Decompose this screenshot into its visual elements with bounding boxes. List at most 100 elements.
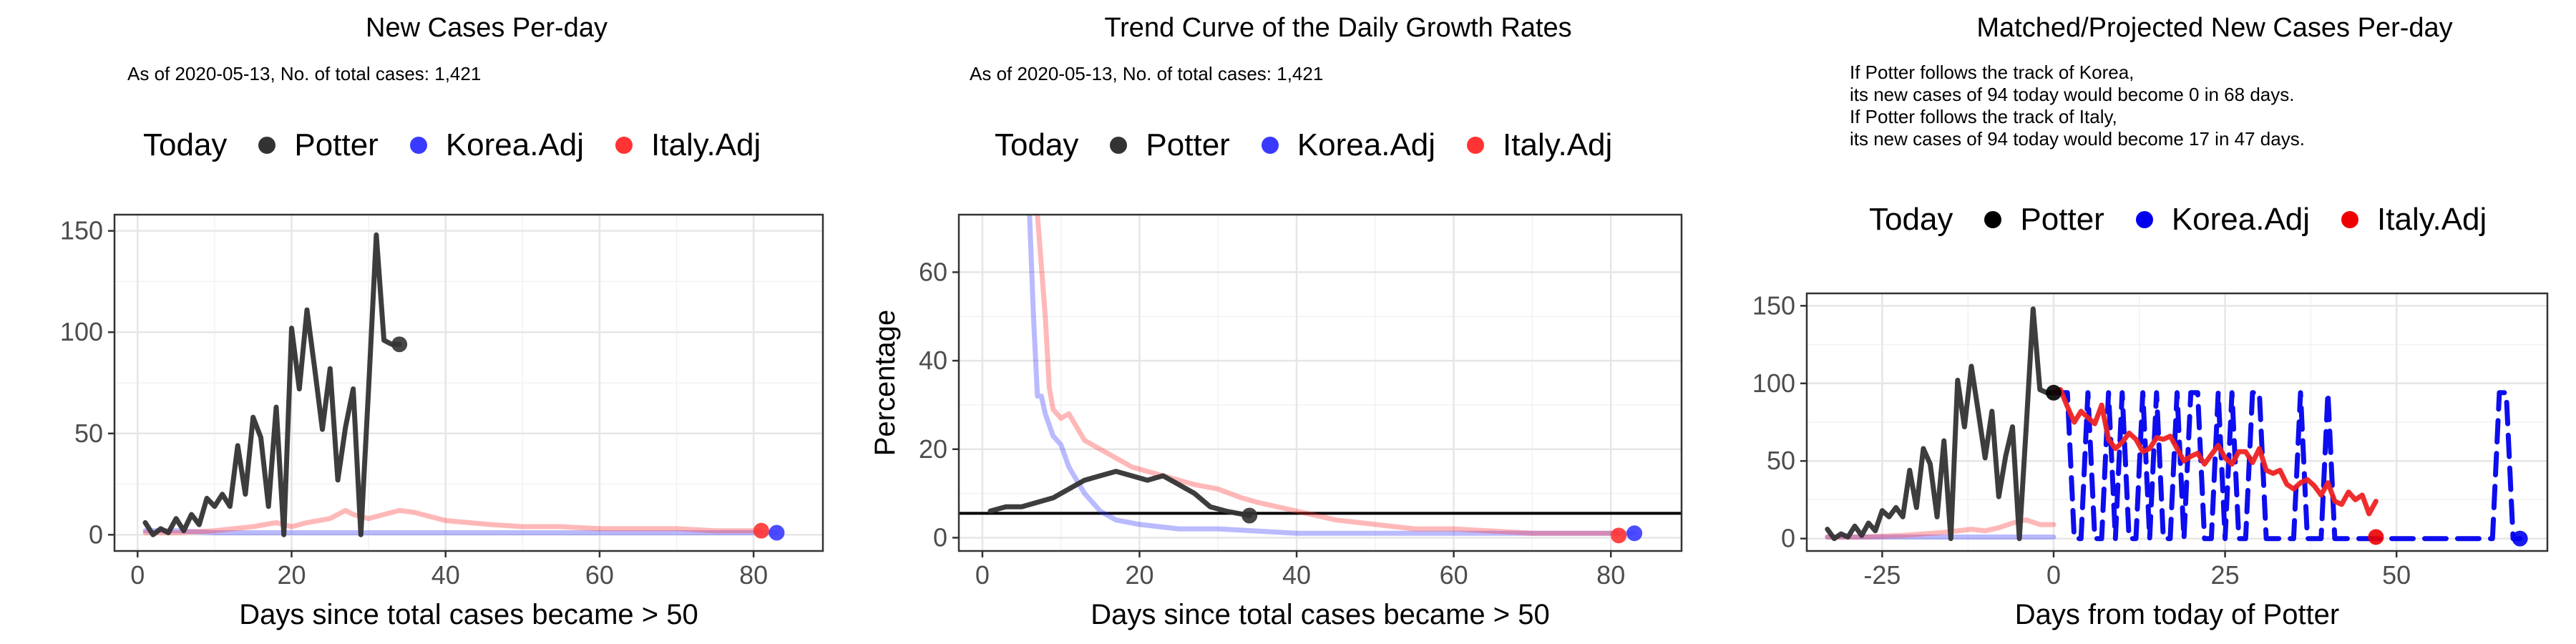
x-tick-label: 0 <box>975 560 990 590</box>
series-line-potter <box>1825 306 2057 542</box>
series-line-korea-adj <box>142 528 779 535</box>
x-axis-title: Days since total cases became > 50 <box>239 599 698 630</box>
legend: Today Potter Korea.Adj Italy.Adj <box>143 127 792 163</box>
x-tick-label: 50 <box>2382 560 2411 590</box>
y-tick-label: 0 <box>1781 524 1795 553</box>
x-tick-label: 0 <box>2046 560 2061 590</box>
chart-panel-new-cases: New Cases Per-day As of 2020-05-13, No. … <box>0 0 859 644</box>
gridlines <box>959 215 1682 551</box>
series-line-korea-adj <box>1027 215 1637 536</box>
axis-ticks: 0 20 40 60 80 0 20 40 60 <box>919 257 1625 590</box>
legend-label: Italy.Adj <box>1503 127 1613 162</box>
legend-item-italy: Italy.Adj <box>1467 127 1612 163</box>
y-tick-label: 150 <box>1752 291 1795 320</box>
x-tick-label: -25 <box>1863 560 1901 590</box>
series-line-potter <box>987 469 1252 518</box>
series-line-potter <box>142 232 402 537</box>
today-point-korea-adj <box>1626 525 1643 542</box>
plot-area: 0 20 40 60 80 0 50 100 150 Days since total cases… <box>60 213 824 630</box>
legend-item-korea: Korea.Adj <box>2135 202 2311 238</box>
legend-dot <box>1261 137 1279 154</box>
axis-ticks: -25 0 25 50 0 50 100 150 <box>1752 291 2411 590</box>
x-tick-label: 0 <box>130 560 145 590</box>
legend-dot <box>258 137 276 154</box>
legend-item-korea: Korea.Adj <box>409 127 585 163</box>
y-axis-title: Percentage <box>869 310 901 457</box>
y-tick-label: 60 <box>919 257 947 286</box>
x-tick-label: 20 <box>1125 560 1153 590</box>
x-tick-label: 60 <box>1440 560 1468 590</box>
y-tick-label: 150 <box>60 216 103 245</box>
series-group <box>1825 306 2523 542</box>
legend-dot <box>409 137 427 154</box>
today-point-korea-adj <box>2512 530 2528 547</box>
today-point-korea-adj <box>769 525 785 541</box>
chart-subtitle: As of 2020-05-13, No. of total cases: 1,… <box>127 63 482 84</box>
chart-title: New Cases Per-day <box>366 13 608 43</box>
y-tick-label: 40 <box>919 346 947 375</box>
legend-label: Potter <box>1146 127 1230 162</box>
legend-dot <box>2341 211 2359 228</box>
legend-label: Korea.Adj <box>2171 202 2311 237</box>
series-group <box>142 232 779 537</box>
legend-dot <box>1110 137 1128 154</box>
today-point-potter <box>2046 384 2062 401</box>
legend-label: Italy.Adj <box>2377 202 2487 237</box>
x-axis-title: Days since total cases became > 50 <box>1091 599 1549 630</box>
series-line-italy-adj-matched- <box>1825 517 2057 540</box>
y-tick-label: 0 <box>933 522 947 552</box>
chart-panel-projected: Matched/Projected New Cases Per-day If P… <box>1717 0 2576 644</box>
legend-item-potter: Potter <box>1110 127 1230 163</box>
legend-title: Today <box>995 127 1079 162</box>
chart-title: Matched/Projected New Cases Per-day <box>1976 13 2453 43</box>
plot-border <box>113 213 824 552</box>
legend-label: Potter <box>2020 202 2104 237</box>
today-points <box>391 336 785 541</box>
axis-ticks: 0 20 40 60 80 0 50 100 150 <box>60 216 768 590</box>
today-point-italy-adj <box>1611 527 1627 544</box>
y-tick-label: 50 <box>1767 446 1795 475</box>
legend-item-italy: Italy.Adj <box>2341 202 2487 238</box>
legend: Today Potter Korea.Adj Italy.Adj <box>1869 202 2518 238</box>
x-tick-label: 80 <box>739 560 768 590</box>
legend-title: Today <box>1869 202 1953 237</box>
plot-border <box>957 213 1683 552</box>
legend-item-potter: Potter <box>258 127 379 163</box>
today-points <box>1241 507 1643 544</box>
chart-title: Trend Curve of the Daily Growth Rates <box>1104 13 1572 43</box>
plot-border <box>1805 292 2549 552</box>
today-point-italy-adj <box>753 522 769 539</box>
x-tick-label: 25 <box>2211 560 2240 590</box>
legend: Today Potter Korea.Adj Italy.Adj <box>995 127 1644 163</box>
today-point-potter <box>1241 507 1258 524</box>
legend-title: Today <box>143 127 228 162</box>
legend-label: Korea.Adj <box>1297 127 1436 162</box>
x-tick-label: 20 <box>277 560 306 590</box>
legend-dot <box>1467 137 1485 154</box>
series-group <box>959 215 1682 536</box>
legend-dot <box>1984 211 2002 228</box>
today-point-italy-adj <box>2368 529 2384 545</box>
legend-dot <box>615 137 633 154</box>
legend-label: Korea.Adj <box>445 127 585 162</box>
y-tick-label: 100 <box>1752 369 1795 398</box>
x-tick-label: 80 <box>1596 560 1625 590</box>
plot-area: -25 0 25 50 0 50 100 150 Days from today of Pott… <box>1752 291 2549 630</box>
series-line-korea-adj-projected- <box>2051 390 2523 542</box>
series-line-italy-adj <box>142 507 764 535</box>
legend-dot <box>2135 211 2153 228</box>
today-points <box>2046 384 2528 547</box>
chart-panel-growth-rates: Trend Curve of the Daily Growth Rates As… <box>859 0 1717 644</box>
x-axis-title: Days from today of Potter <box>2015 599 2340 630</box>
legend-item-italy: Italy.Adj <box>615 127 761 163</box>
series-line-italy-adj <box>1035 215 1621 536</box>
chart-subtitle: If Potter follows the track of Korea, it… <box>1850 62 2305 150</box>
legend-label: Italy.Adj <box>651 127 761 162</box>
x-tick-label: 60 <box>585 560 614 590</box>
series-line-italy-adj-projected- <box>2051 387 2379 517</box>
y-tick-label: 0 <box>89 519 103 549</box>
plot-area: 0 20 40 60 80 0 20 40 60 Days since total cases b… <box>869 213 1683 630</box>
y-tick-label: 20 <box>919 434 947 464</box>
x-tick-label: 40 <box>1282 560 1311 590</box>
chart-subtitle: As of 2020-05-13, No. of total cases: 1,… <box>970 63 1324 84</box>
